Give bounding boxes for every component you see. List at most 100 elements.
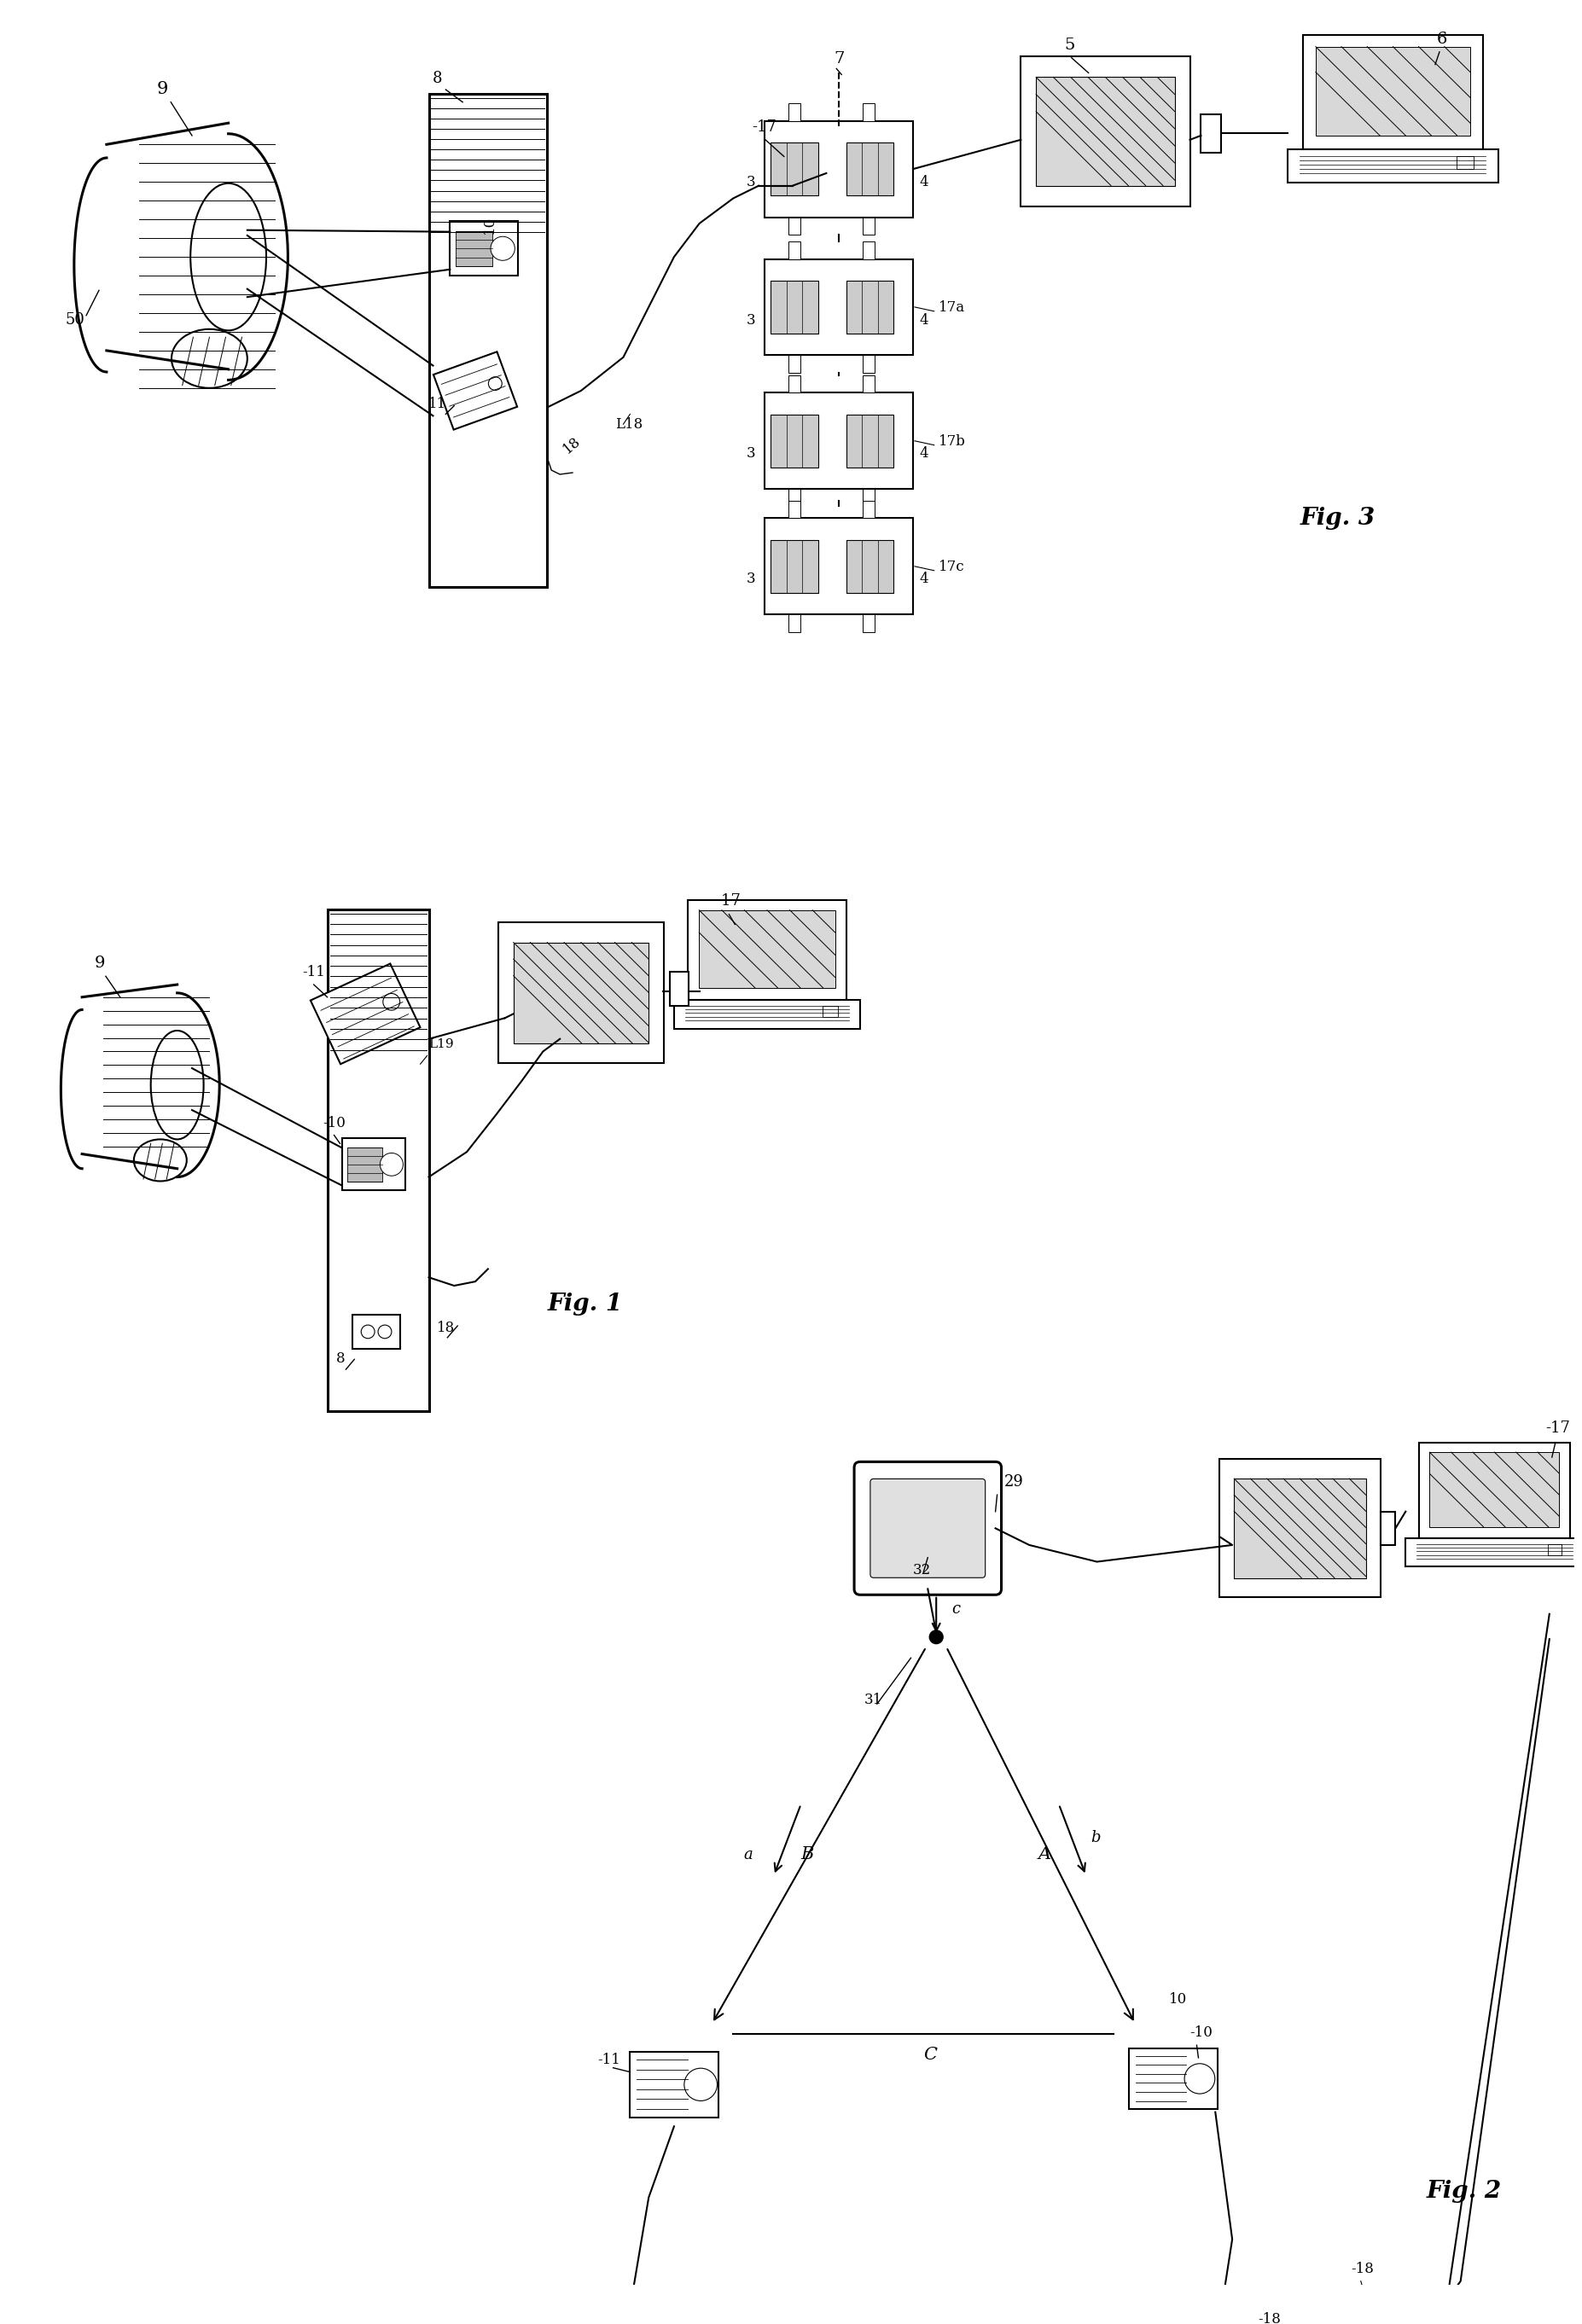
Polygon shape (433, 351, 517, 430)
Ellipse shape (134, 1139, 187, 1181)
Bar (823, 1006, 838, 1018)
Circle shape (1185, 2064, 1215, 2094)
Text: 9: 9 (157, 81, 168, 98)
Text: Fig. 3: Fig. 3 (1300, 507, 1375, 530)
Text: 4: 4 (919, 174, 929, 188)
Bar (669, 971, 688, 1006)
Text: 29: 29 (1005, 1473, 1024, 1490)
Text: 10: 10 (1169, 1992, 1186, 2008)
Text: a: a (744, 1848, 753, 1862)
Ellipse shape (171, 330, 247, 388)
Bar (766, 518, 913, 614)
Text: 8: 8 (335, 1353, 345, 1367)
Bar (846, 414, 894, 467)
Bar (1220, 1459, 1380, 1597)
Bar (1316, 46, 1470, 135)
Text: 8: 8 (432, 72, 441, 86)
Circle shape (930, 1631, 943, 1643)
Circle shape (683, 2068, 717, 2101)
Text: -17: -17 (717, 892, 740, 909)
Text: 4: 4 (919, 446, 929, 460)
Bar (429, 93, 547, 588)
Text: 17b: 17b (938, 435, 965, 449)
Text: 17a: 17a (938, 300, 965, 314)
Bar (789, 376, 800, 393)
Bar (1288, 149, 1498, 181)
Bar (846, 142, 894, 195)
Text: 3: 3 (747, 174, 756, 188)
Text: 18: 18 (437, 1320, 456, 1334)
Text: 32: 32 (913, 1564, 930, 1578)
Bar (862, 488, 875, 507)
FancyBboxPatch shape (870, 1478, 986, 1578)
Bar (789, 614, 800, 632)
Bar (862, 376, 875, 393)
Circle shape (490, 237, 514, 260)
Bar (1128, 2047, 1218, 2108)
Bar (346, 1148, 383, 1181)
Text: 3: 3 (747, 572, 756, 586)
Text: -18: -18 (1258, 2312, 1280, 2324)
Bar (862, 356, 875, 372)
Bar (789, 502, 800, 518)
Text: B: B (800, 1845, 815, 1862)
Circle shape (380, 1153, 403, 1176)
Polygon shape (310, 964, 421, 1064)
Bar (1419, 1443, 1569, 1538)
Text: 50: 50 (65, 311, 85, 328)
Bar (498, 923, 663, 1062)
Text: b: b (1092, 1829, 1101, 1845)
Circle shape (361, 1325, 375, 1339)
Bar (862, 105, 875, 121)
Bar (1406, 1538, 1582, 1566)
Circle shape (489, 376, 501, 390)
Bar (699, 911, 835, 988)
Circle shape (383, 992, 400, 1011)
Text: 9: 9 (95, 955, 106, 971)
Bar (862, 502, 875, 518)
Bar (766, 258, 913, 356)
Bar (1020, 56, 1190, 207)
Text: 3: 3 (747, 446, 756, 460)
Bar (770, 539, 818, 593)
Bar (688, 899, 846, 999)
Bar (630, 2052, 718, 2117)
Text: C: C (924, 2047, 937, 2064)
Bar (1201, 114, 1221, 153)
Text: L19: L19 (429, 1039, 454, 1050)
Bar (327, 909, 429, 1411)
FancyBboxPatch shape (854, 1462, 1001, 1594)
Bar (846, 281, 894, 335)
Bar (789, 488, 800, 507)
Bar (862, 614, 875, 632)
Bar (766, 393, 913, 488)
Text: Fig. 2: Fig. 2 (1427, 2180, 1501, 2203)
Bar (862, 242, 875, 258)
Text: 31: 31 (864, 1692, 883, 1708)
Bar (449, 221, 517, 277)
Ellipse shape (150, 1030, 204, 1139)
Bar (862, 216, 875, 235)
Bar (789, 216, 800, 235)
Bar (456, 230, 492, 267)
Circle shape (378, 1325, 392, 1339)
Text: Fig. 1: Fig. 1 (547, 1292, 622, 1315)
Ellipse shape (190, 184, 266, 330)
Bar (1036, 77, 1175, 186)
Text: -17: -17 (751, 119, 777, 135)
Bar (770, 142, 818, 195)
Bar (514, 941, 649, 1043)
Bar (789, 242, 800, 258)
Text: 11: 11 (429, 397, 446, 411)
Bar (1547, 1543, 1561, 1555)
Text: 10: 10 (483, 216, 497, 232)
Text: A: A (1038, 1845, 1050, 1862)
Text: -10: -10 (323, 1116, 346, 1129)
Text: 18: 18 (560, 435, 584, 458)
Text: L18: L18 (615, 418, 642, 432)
Bar (674, 999, 861, 1030)
Bar (789, 356, 800, 372)
Bar (770, 414, 818, 467)
Text: -17: -17 (1546, 1420, 1569, 1436)
Text: -10: -10 (1190, 2027, 1213, 2040)
